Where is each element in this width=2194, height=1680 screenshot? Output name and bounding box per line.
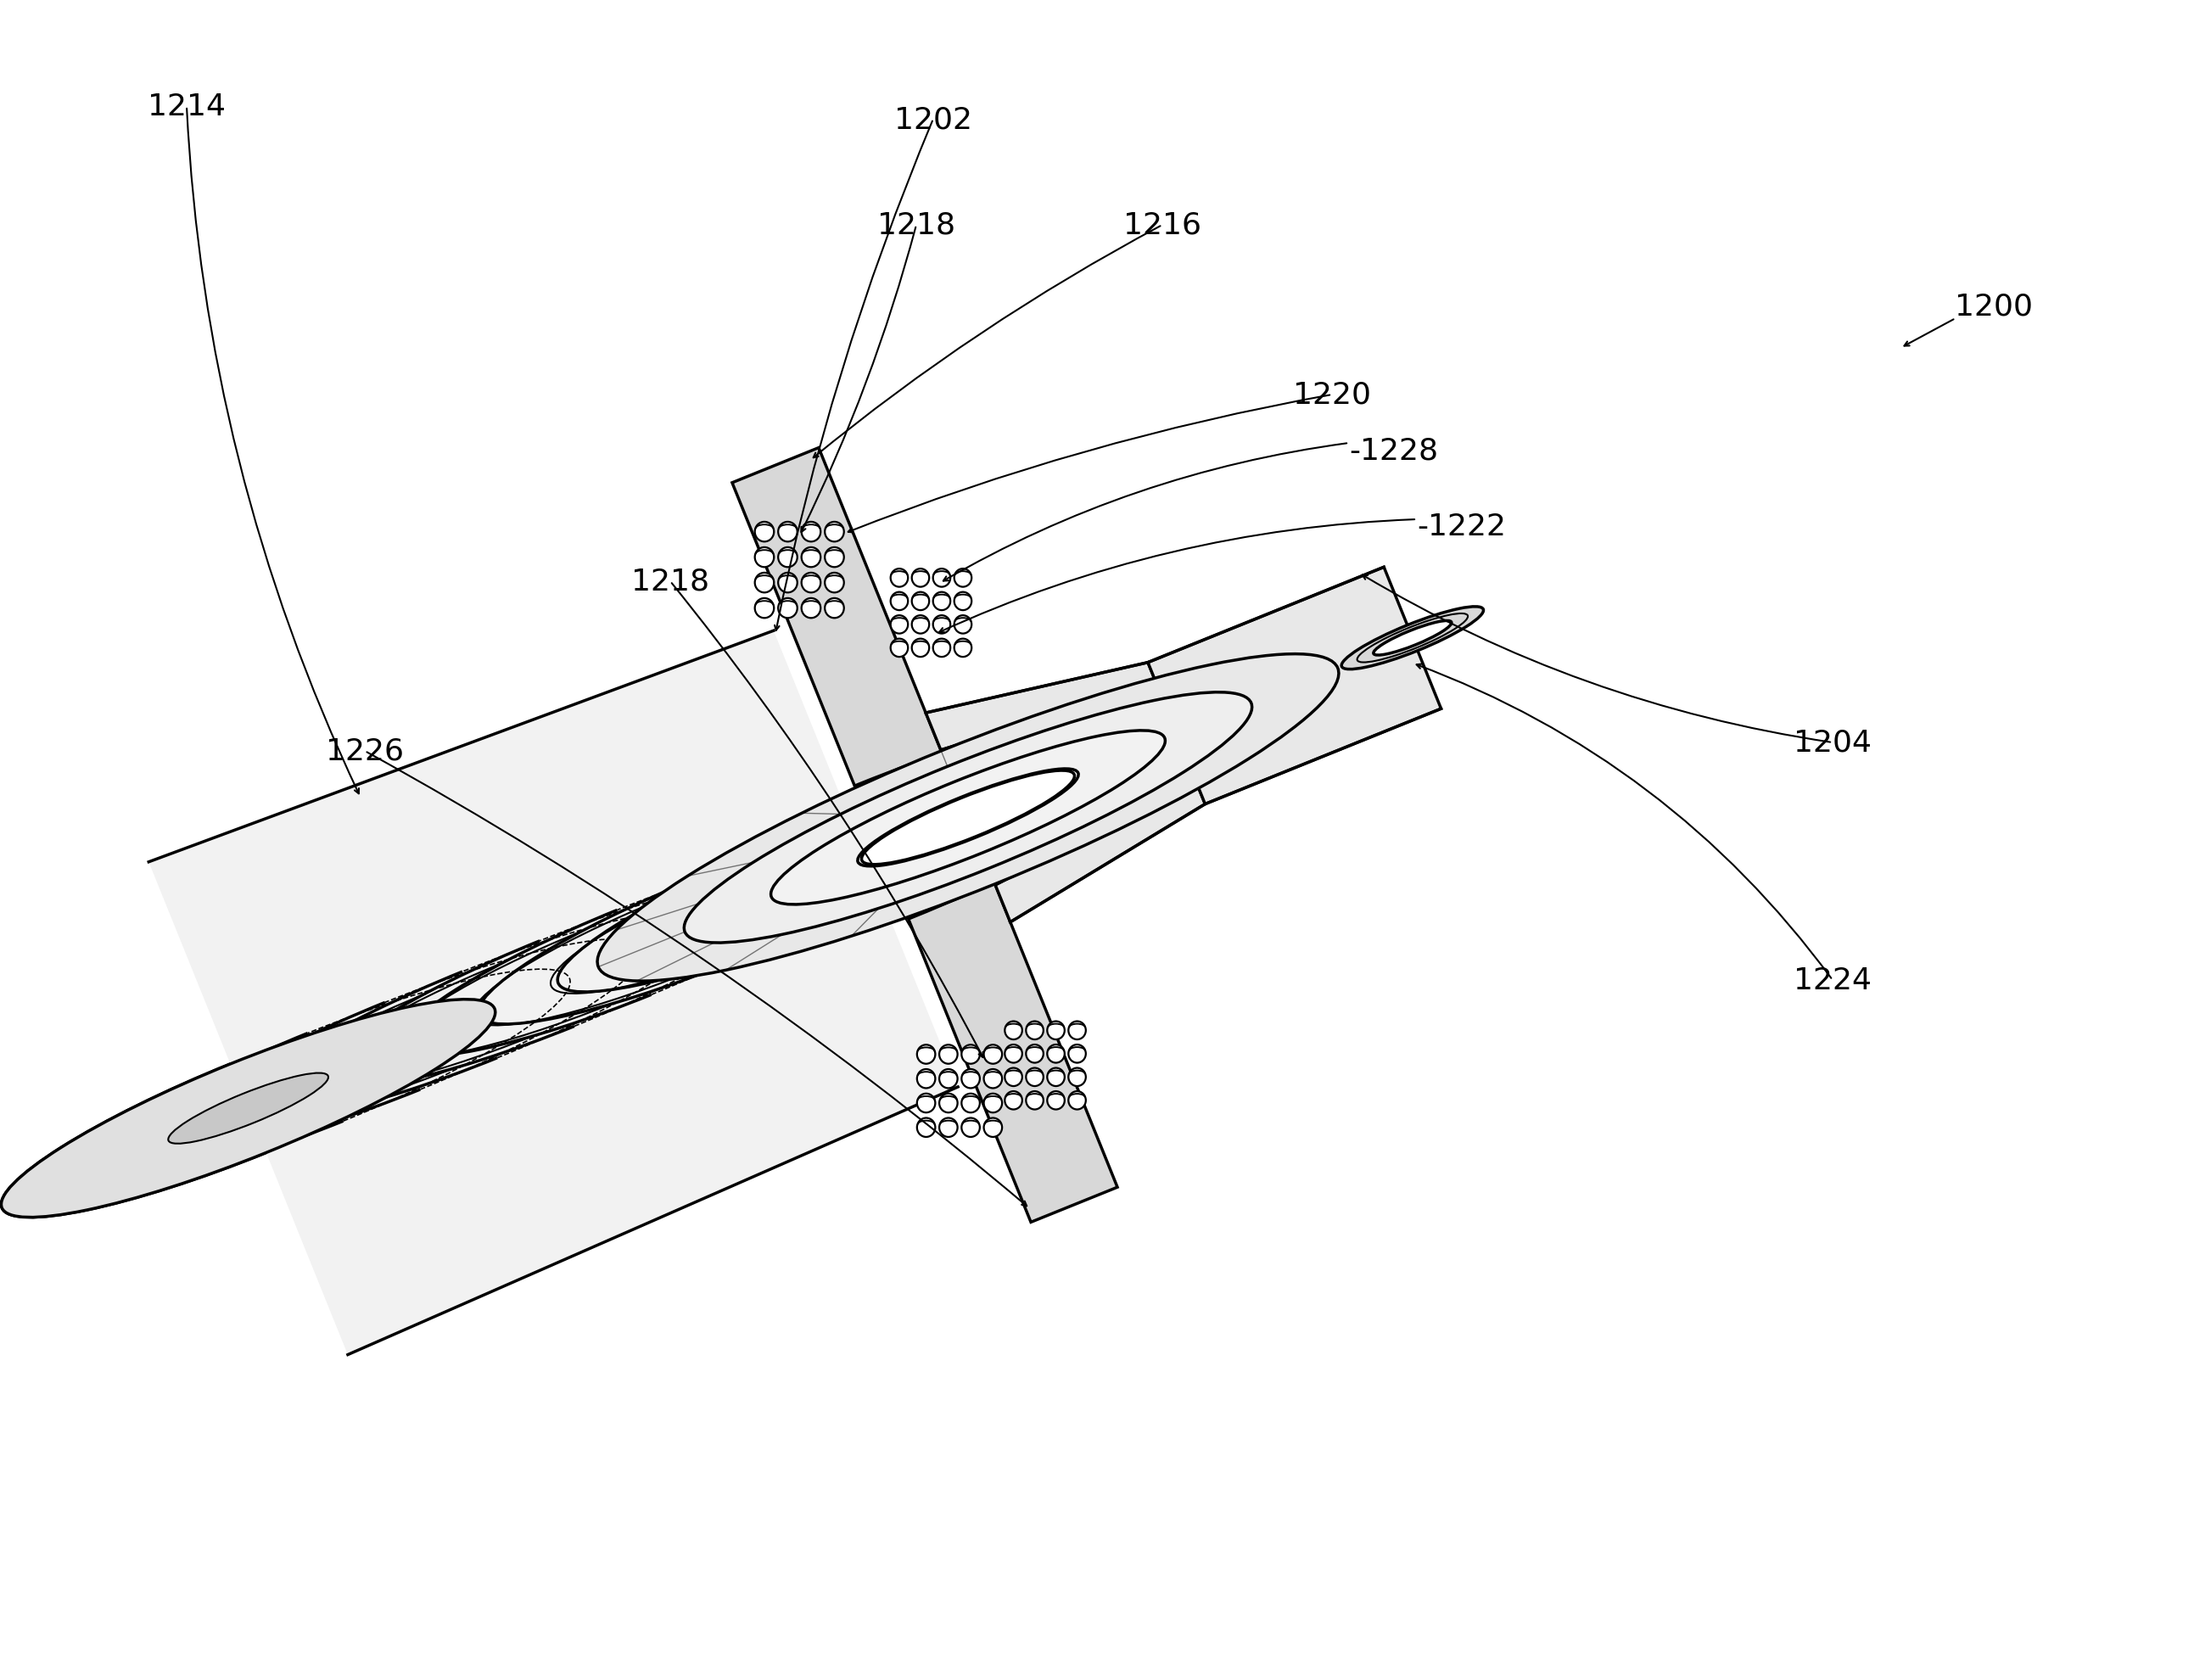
Text: 1214: 1214 <box>147 92 226 121</box>
Ellipse shape <box>1068 1092 1086 1110</box>
Ellipse shape <box>891 617 908 633</box>
Ellipse shape <box>1005 1045 1022 1063</box>
Ellipse shape <box>2 1000 496 1218</box>
Ellipse shape <box>1068 1068 1086 1087</box>
Ellipse shape <box>770 731 1165 906</box>
Polygon shape <box>926 664 1205 922</box>
Polygon shape <box>733 449 1117 1223</box>
Ellipse shape <box>983 1070 1003 1089</box>
Ellipse shape <box>1047 1045 1064 1063</box>
Ellipse shape <box>891 570 908 588</box>
Ellipse shape <box>1027 1021 1044 1040</box>
Ellipse shape <box>597 655 1338 981</box>
Ellipse shape <box>755 548 774 568</box>
Ellipse shape <box>1005 1021 1022 1040</box>
Text: 1218: 1218 <box>878 212 954 240</box>
Ellipse shape <box>917 1045 935 1063</box>
Text: 1220: 1220 <box>1292 381 1371 410</box>
Ellipse shape <box>825 573 845 593</box>
Ellipse shape <box>755 598 774 618</box>
Ellipse shape <box>755 522 774 543</box>
Polygon shape <box>149 632 959 1354</box>
Text: 1226: 1226 <box>325 738 404 766</box>
Ellipse shape <box>801 573 821 593</box>
Ellipse shape <box>983 1119 1003 1137</box>
Ellipse shape <box>825 548 845 568</box>
Ellipse shape <box>825 522 845 543</box>
Ellipse shape <box>983 1045 1003 1063</box>
Ellipse shape <box>917 1094 935 1112</box>
Ellipse shape <box>801 548 821 568</box>
Ellipse shape <box>983 1094 1003 1112</box>
Text: 1204: 1204 <box>1792 729 1871 758</box>
Ellipse shape <box>755 573 774 593</box>
Ellipse shape <box>1047 1021 1064 1040</box>
Ellipse shape <box>954 638 972 657</box>
Polygon shape <box>1147 568 1441 805</box>
Text: -1228: -1228 <box>1349 435 1439 465</box>
Ellipse shape <box>913 593 930 612</box>
Ellipse shape <box>779 548 796 568</box>
Ellipse shape <box>862 771 1075 865</box>
Ellipse shape <box>1005 1092 1022 1110</box>
Ellipse shape <box>858 769 1079 867</box>
Ellipse shape <box>932 593 950 612</box>
Ellipse shape <box>961 1094 981 1112</box>
Ellipse shape <box>913 638 930 657</box>
Ellipse shape <box>825 598 845 618</box>
Ellipse shape <box>779 598 796 618</box>
Text: 1218: 1218 <box>632 568 709 596</box>
Ellipse shape <box>913 617 930 633</box>
Ellipse shape <box>961 1070 981 1089</box>
Ellipse shape <box>939 1070 957 1089</box>
Ellipse shape <box>939 1045 957 1063</box>
Ellipse shape <box>1068 1021 1086 1040</box>
Ellipse shape <box>954 617 972 633</box>
Ellipse shape <box>954 593 972 612</box>
Ellipse shape <box>932 617 950 633</box>
Ellipse shape <box>939 1094 957 1112</box>
Ellipse shape <box>779 522 796 543</box>
Ellipse shape <box>961 1119 981 1137</box>
Text: 1202: 1202 <box>895 106 972 134</box>
Ellipse shape <box>1373 622 1452 655</box>
Ellipse shape <box>1027 1092 1044 1110</box>
Ellipse shape <box>891 638 908 657</box>
Text: 1224: 1224 <box>1792 966 1871 995</box>
Text: -1222: -1222 <box>1417 512 1505 541</box>
Ellipse shape <box>801 598 821 618</box>
Ellipse shape <box>169 1074 329 1144</box>
Ellipse shape <box>891 593 908 612</box>
Ellipse shape <box>1005 1068 1022 1087</box>
Text: 1200: 1200 <box>1955 292 2034 321</box>
Ellipse shape <box>932 570 950 588</box>
Ellipse shape <box>685 692 1253 942</box>
Ellipse shape <box>779 573 796 593</box>
Ellipse shape <box>961 1045 981 1063</box>
Ellipse shape <box>913 570 930 588</box>
Ellipse shape <box>1068 1045 1086 1063</box>
Ellipse shape <box>1027 1045 1044 1063</box>
Ellipse shape <box>1047 1068 1064 1087</box>
Ellipse shape <box>1027 1068 1044 1087</box>
Ellipse shape <box>954 570 972 588</box>
Ellipse shape <box>801 522 821 543</box>
Ellipse shape <box>932 638 950 657</box>
Ellipse shape <box>1341 606 1483 670</box>
Ellipse shape <box>917 1070 935 1089</box>
Text: 1216: 1216 <box>1123 212 1202 240</box>
Ellipse shape <box>1047 1092 1064 1110</box>
Ellipse shape <box>939 1119 957 1137</box>
Ellipse shape <box>917 1119 935 1137</box>
